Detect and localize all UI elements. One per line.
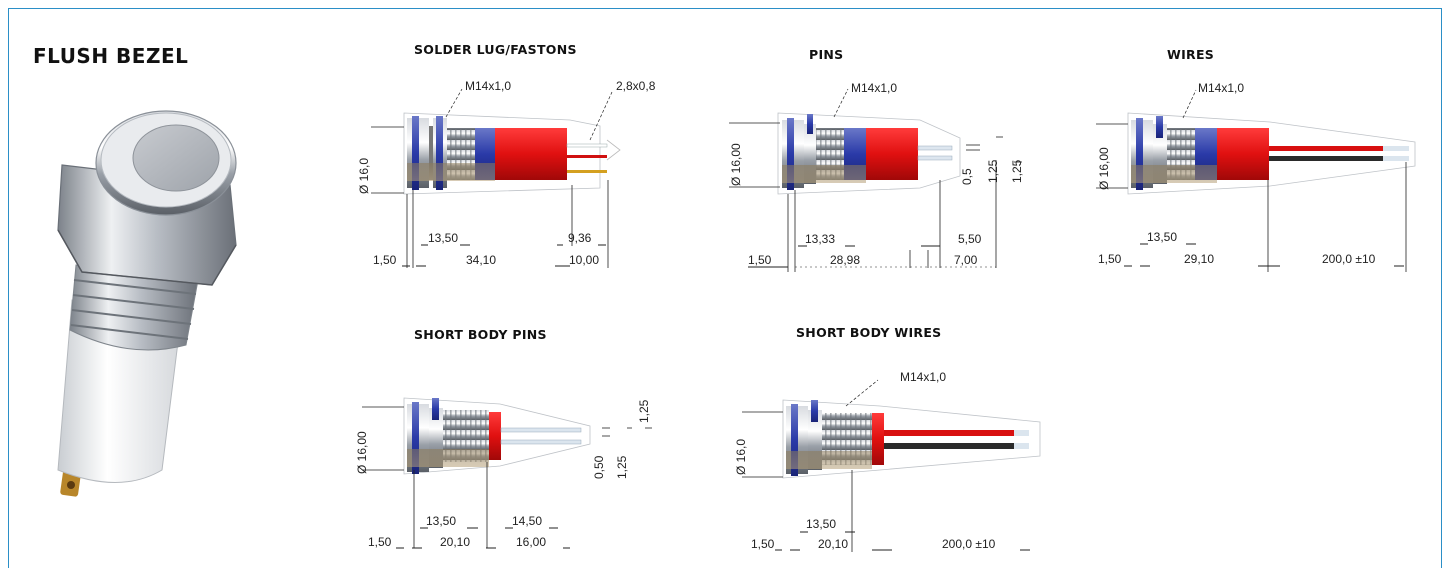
diagram-short-body-pins: Ø 16,00 13,50 14,50 1,50 20,10 16,00 0,5… xyxy=(355,397,652,549)
wires-body-label: 13,50 xyxy=(1147,230,1177,244)
short-pins-pin-diameter-label: 0,50 xyxy=(592,455,606,479)
section-title-solder: SOLDER LUG/FASTONS xyxy=(414,42,577,57)
section-title-short-pins: SHORT BODY PINS xyxy=(414,327,547,342)
page-frame xyxy=(8,8,1442,568)
solder-lug-label: 2,8x0,8 xyxy=(616,79,656,93)
short-wires-body-label: 13,50 xyxy=(806,517,836,531)
pins-pitch1-label: 1,25 xyxy=(986,159,1000,183)
pins-bezel-label: 1,50 xyxy=(748,253,772,267)
short-wires-thread-label: M14x1,0 xyxy=(900,370,946,384)
solder-thread-label: M14x1,0 xyxy=(465,79,511,93)
short-pins-pitch2-label: 1,25 xyxy=(637,399,651,423)
short-pins-total-label: 20,10 xyxy=(440,535,470,549)
short-pins-end-label: 16,00 xyxy=(516,535,546,549)
pins-diameter-label: Ø 16,00 xyxy=(729,143,743,186)
short-wires-diameter-label: Ø 16,0 xyxy=(734,439,748,475)
wires-thread-label: M14x1,0 xyxy=(1198,81,1244,95)
pins-total-label: 28,98 xyxy=(830,253,860,267)
pins-thread-label: M14x1,0 xyxy=(851,81,897,95)
pins-pitch2-label: 1,25 xyxy=(1010,159,1024,183)
short-pins-body-label: 13,50 xyxy=(426,514,456,528)
solder-lug-length-label: 9,36 xyxy=(568,231,592,245)
pins-end-label: 7,00 xyxy=(954,253,978,267)
short-wires-bezel-label: 1,50 xyxy=(751,537,775,551)
pins-pin-length-label: 5,50 xyxy=(958,232,982,246)
short-pins-pitch1-label: 1,25 xyxy=(615,455,629,479)
pins-body-label: 13,33 xyxy=(805,232,835,246)
diagram-wires: M14x1,0 Ø 16,00 13,50 1,50 29,10 200,0 ±… xyxy=(1096,81,1416,272)
short-wires-total-label: 20,10 xyxy=(818,537,848,551)
wires-diameter-label: Ø 16,00 xyxy=(1097,147,1111,190)
wires-wire-length-label: 200,0 ±10 xyxy=(1322,252,1376,266)
diagram-pins: M14x1,0 Ø 16,00 13,33 5,50 1,50 28,98 7,… xyxy=(729,81,1024,272)
short-pins-diameter-label: Ø 16,00 xyxy=(355,431,369,474)
short-wires-wire-length-label: 200,0 ±10 xyxy=(942,537,996,551)
page-title: FLUSH BEZEL xyxy=(33,44,189,68)
wires-bezel-label: 1,50 xyxy=(1098,252,1122,266)
diagram-solder-lug: M14x1,0 2,8x0,8 Ø 16,0 13,50 9,36 1,50 3… xyxy=(357,79,656,268)
section-title-pins: PINS xyxy=(809,47,844,62)
section-title-short-wires: SHORT BODY WIRES xyxy=(796,325,942,340)
solder-total-label: 34,10 xyxy=(466,253,496,267)
pins-pin-diameter-label: 0,5 xyxy=(960,168,974,185)
section-title-wires: WIRES xyxy=(1167,47,1215,62)
solder-diameter-label: Ø 16,0 xyxy=(357,158,371,194)
solder-body-label: 13,50 xyxy=(428,231,458,245)
led-product-illustration xyxy=(57,110,237,497)
short-pins-bezel-label: 1,50 xyxy=(368,535,392,549)
short-pins-pin-length-label: 14,50 xyxy=(512,514,542,528)
wires-total-label: 29,10 xyxy=(1184,252,1214,266)
diagram-short-body-wires: M14x1,0 Ø 16,0 13,50 1,50 20,10 200,0 ±1… xyxy=(734,370,1041,552)
solder-bezel-label: 1,50 xyxy=(373,253,397,267)
solder-end-label: 10,00 xyxy=(569,253,599,267)
